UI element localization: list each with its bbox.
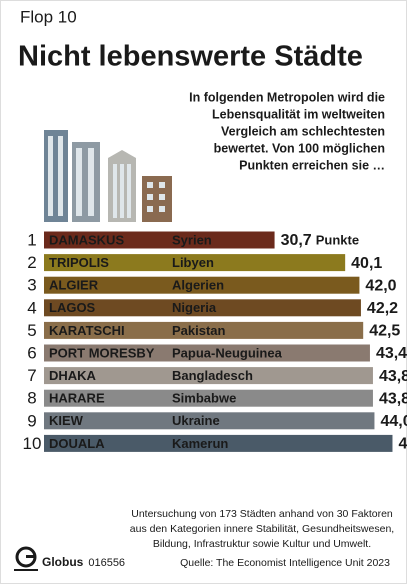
city: HARARE <box>49 391 105 406</box>
intro-line: In folgenden Metropolen wird die <box>189 90 385 104</box>
country: Papua-Neuguinea <box>172 345 283 360</box>
rank: 3 <box>27 276 36 295</box>
value-label: 43,8 <box>379 390 407 407</box>
rank: 2 <box>27 253 36 272</box>
value-label: 30,7 <box>281 232 312 249</box>
country: Algerien <box>172 278 224 293</box>
country: Pakistan <box>172 323 226 338</box>
intro: In folgenden Metropolen wird die Lebensqu… <box>189 90 385 172</box>
rank: 5 <box>27 321 36 340</box>
intro-line: Punkten erreichen sie … <box>239 158 385 172</box>
rank: 10 <box>23 434 42 453</box>
value-label: 40,1 <box>351 255 382 272</box>
country: Libyen <box>172 255 214 270</box>
note-line: Untersuchung von 173 Städten anhand von … <box>131 508 393 520</box>
value-label: 42,5 <box>369 323 400 340</box>
city: PORT MORESBY <box>49 345 155 360</box>
bars: 1 DAMASKUS Syrien 30,7 Punkte 2 TRIPOLIS Libyen… <box>23 230 407 452</box>
bar <box>44 412 375 430</box>
bar <box>44 321 364 339</box>
city: KIEW <box>49 413 84 428</box>
globus-logo <box>14 546 38 571</box>
country: Syrien <box>172 232 212 247</box>
city: LAGOS <box>49 300 96 315</box>
bar <box>44 344 370 362</box>
intro-line: Lebensqualität im weltweiten <box>212 107 385 121</box>
note-line: Bildung, Infrastruktur sowie Kultur und … <box>153 538 371 550</box>
buildings-illustration <box>44 130 172 222</box>
rank: 8 <box>27 389 36 408</box>
kicker: Flop 10 <box>20 7 77 26</box>
title: Nicht lebenswerte Städte <box>18 41 363 73</box>
code: 016556 <box>88 557 125 569</box>
country: Bangladesch <box>172 368 253 383</box>
rank: 9 <box>27 411 36 430</box>
bar <box>44 299 361 317</box>
logo-text: Globus <box>42 555 84 569</box>
value-label: 43,8 <box>379 368 407 385</box>
city: DHAKA <box>49 368 97 383</box>
bar <box>44 276 360 294</box>
country: Nigeria <box>172 300 217 315</box>
value-label: 46,4 <box>398 436 407 453</box>
bar <box>44 231 275 249</box>
bar <box>44 389 373 407</box>
value-label: 42,2 <box>367 300 398 317</box>
value-label: 42,0 <box>365 277 396 294</box>
city: ALGIER <box>49 278 99 293</box>
rank: 6 <box>27 343 36 362</box>
unit-label: Punkte <box>316 232 359 247</box>
value-label: 43,4 <box>376 345 407 362</box>
bar <box>44 434 393 452</box>
value-label: 44,0 <box>380 413 407 430</box>
city: DOUALA <box>49 436 105 451</box>
rank: 7 <box>27 366 36 385</box>
city: KARATSCHI <box>49 323 125 338</box>
rank: 4 <box>27 298 36 317</box>
country: Simbabwe <box>172 391 236 406</box>
city: TRIPOLIS <box>49 255 109 270</box>
intro-line: bewertet. Von 100 möglichen <box>214 141 385 155</box>
bar <box>44 254 346 272</box>
note: Untersuchung von 173 Städten anhand von … <box>130 508 394 550</box>
rank: 1 <box>27 230 36 249</box>
source: Quelle: The Economist Intelligence Unit … <box>180 557 390 569</box>
note-line: aus den Kategorien innere Stabilität, Ge… <box>130 523 394 535</box>
country: Ukraine <box>172 413 220 428</box>
bar <box>44 367 373 385</box>
intro-line: Vergleich am schlechtesten <box>221 124 385 138</box>
country: Kamerun <box>172 436 228 451</box>
city: DAMASKUS <box>49 232 124 247</box>
